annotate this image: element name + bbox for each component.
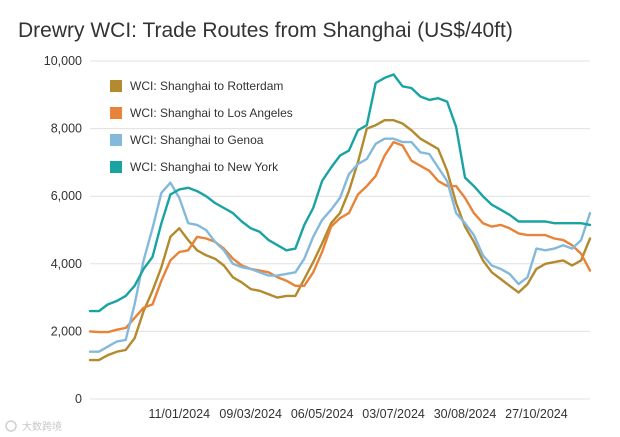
series-line-1 (88, 118, 592, 362)
y-tick-label: 4,000 (51, 257, 82, 271)
legend-label: WCI: Shanghai to New York (130, 160, 279, 174)
legend: WCI: Shanghai to Rotterdam WCI: Shanghai … (110, 79, 293, 174)
legend-label: WCI: Shanghai to Los Angeles (130, 106, 293, 120)
x-tick-label: 06/05/2024 (291, 407, 354, 421)
x-tick-label: 11/01/2024 (148, 407, 210, 421)
grid-lines (90, 60, 590, 400)
y-tick-label: 8,000 (51, 122, 82, 136)
x-tick-label: 27/10/2024 (505, 407, 568, 421)
series-line-4 (88, 73, 592, 313)
y-axis-ticks: 0 2,000 4,000 6,000 8,000 10,000 (44, 54, 82, 406)
watermark-logo: 大数跨境 (5, 420, 62, 433)
watermark-text: 大数跨境 (22, 420, 62, 433)
x-tick-label: 09/03/2024 (219, 407, 282, 421)
legend-swatch (110, 134, 122, 146)
series-lines (88, 73, 592, 362)
y-tick-label: 0 (75, 392, 82, 406)
series-line-3 (88, 137, 592, 353)
legend-swatch (110, 107, 122, 119)
y-tick-label: 10,000 (44, 54, 82, 68)
x-tick-label: 30/08/2024 (434, 407, 497, 421)
legend-swatch (110, 161, 122, 173)
y-tick-label: 6,000 (51, 189, 82, 203)
chart-title: Drewry WCI: Trade Routes from Shanghai (… (18, 19, 513, 42)
x-tick-label: 03/07/2024 (362, 407, 425, 421)
watermark-icon (5, 420, 17, 432)
legend-label: WCI: Shanghai to Genoa (130, 133, 264, 147)
legend-label: WCI: Shanghai to Rotterdam (130, 79, 283, 93)
legend-swatch (110, 80, 122, 92)
x-axis-ticks: 11/01/2024 09/03/2024 06/05/2024 03/07/2024… (148, 407, 567, 421)
series-line-2 (88, 140, 592, 334)
y-tick-label: 2,000 (51, 324, 82, 338)
